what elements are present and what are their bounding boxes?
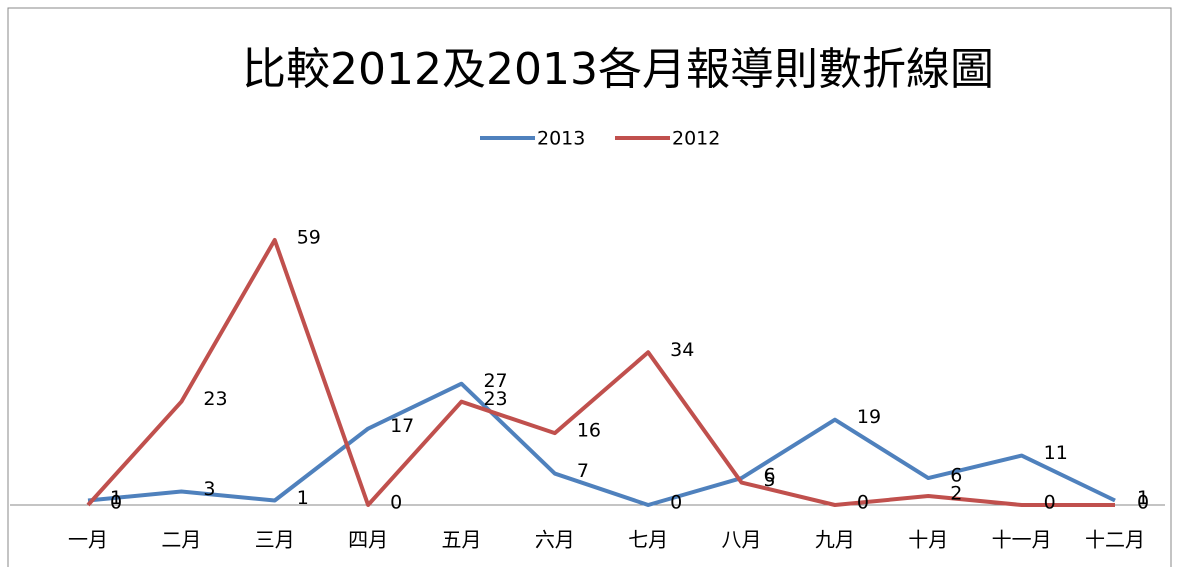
- data-label: 34: [670, 339, 694, 361]
- data-label: 1: [297, 487, 309, 509]
- line-series: [87, 381, 1116, 507]
- data-label: 0: [670, 492, 682, 514]
- data-label: 0: [390, 492, 402, 514]
- data-label: 23: [483, 388, 507, 410]
- data-label: 23: [203, 388, 227, 410]
- data-label: 27: [483, 370, 507, 392]
- data-label: 0: [110, 492, 122, 514]
- x-tick-label: 七月: [628, 528, 668, 552]
- data-label: 5: [764, 469, 776, 491]
- x-tick-label: 六月: [535, 528, 575, 552]
- legend-label: 2012: [672, 128, 720, 150]
- legend-label: 2013: [537, 128, 585, 150]
- x-tick-label: 一月: [68, 528, 108, 552]
- x-tick-label: 八月: [722, 528, 762, 552]
- data-label: 17: [390, 415, 414, 437]
- data-label: 0: [857, 492, 869, 514]
- x-tick-label: 九月: [815, 528, 855, 552]
- x-tick-label: 五月: [441, 528, 481, 552]
- data-label: 16: [577, 420, 601, 442]
- data-label: 0: [1044, 492, 1056, 514]
- data-label: 0: [1137, 492, 1149, 514]
- x-tick-label: 十月: [908, 528, 948, 552]
- data-label: 1: [1137, 487, 1149, 509]
- data-label: 2: [950, 483, 962, 505]
- data-label: 6: [950, 465, 962, 487]
- x-tick-label: 四月: [348, 528, 388, 552]
- data-label: 59: [297, 227, 321, 249]
- chart-border: [7, 7, 1172, 567]
- data-label: 7: [577, 460, 589, 482]
- x-tick-label: 十二月: [1085, 528, 1145, 552]
- data-label: 19: [857, 406, 881, 428]
- x-tick-label: 十一月: [992, 528, 1052, 552]
- x-tick-label: 三月: [255, 528, 295, 552]
- x-tick-label: 二月: [161, 528, 201, 552]
- data-label: 3: [203, 478, 215, 500]
- data-label: 11: [1044, 442, 1068, 464]
- data-label: 6: [764, 465, 776, 487]
- chart-title: 比較2012及2013各月報導則數折線圖: [242, 44, 994, 95]
- data-label: 1: [110, 487, 122, 509]
- line-series: [86, 238, 1115, 507]
